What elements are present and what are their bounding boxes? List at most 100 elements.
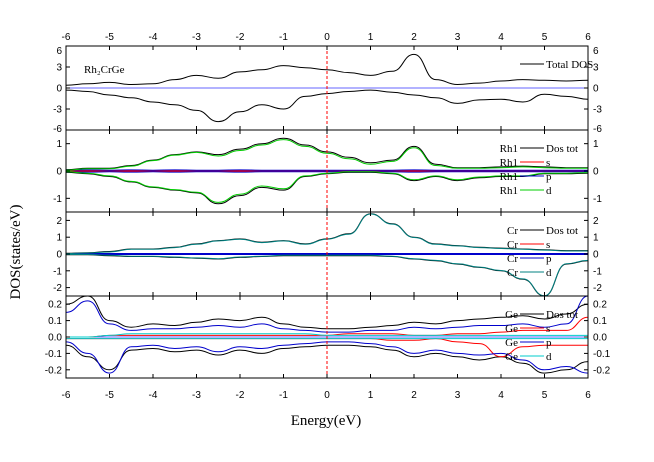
- y-tick-label-right: 1: [593, 139, 599, 150]
- legend-atom: Rh1: [500, 157, 518, 169]
- x-tick-label-bottom: -2: [236, 390, 245, 401]
- y-tick-label-right: 0.1: [593, 316, 607, 327]
- series-d-down: [66, 171, 588, 203]
- x-tick-label-bottom: -6: [62, 390, 71, 401]
- legend-atom: Cr: [507, 239, 518, 251]
- y-tick-label-right: 0.0: [593, 333, 607, 344]
- y-tick-label-right: 0: [593, 250, 599, 261]
- y-tick-label-left: 0.1: [48, 316, 62, 327]
- x-tick-label-top: 1: [368, 32, 374, 43]
- dos-panels: 6 6 3 3 0 0 -3 -3 -6 -6 Rh₂CrGe Total DOS 1 1 0 0 -1 -1 Rh…: [45, 45, 611, 379]
- panel-ge: 0.2 0.2 0.1 0.1 0.0 0.0 -0.1 -0.1 -0.2 -0.2 Ge Dos …: [45, 295, 611, 379]
- legend-label: p: [546, 253, 552, 265]
- y-tick-label-left: 0.2: [48, 300, 62, 311]
- legend-label: s: [546, 157, 550, 169]
- y-tick-label-left: 2: [56, 216, 62, 227]
- y-tick-label-left: 0.0: [48, 333, 62, 344]
- x-axis-label: Energy(eV): [291, 413, 362, 429]
- x-tick-label-top: -2: [236, 32, 245, 43]
- y-tick-label-right: -3: [593, 105, 602, 116]
- y-tick-label-left: 1: [56, 233, 62, 244]
- y-tick-label-left: -0.1: [45, 349, 63, 360]
- legend-label: d: [546, 351, 552, 363]
- y-tick-label-right: -1: [593, 194, 602, 205]
- panel-total: 6 6 3 3 0 0 -3 -3 -6 -6 Rh₂CrGe Total DOS: [53, 45, 602, 135]
- x-tick-label-top: -1: [279, 32, 288, 43]
- x-tick-label-bottom: 0: [324, 390, 330, 401]
- x-tick-label-bottom: 4: [498, 390, 504, 401]
- legend-atom: Ge: [505, 323, 518, 335]
- y-tick-label-left: 0: [56, 167, 62, 178]
- y-tick-label-right: 0.2: [593, 300, 607, 311]
- x-tick-label-bottom: -5: [105, 390, 114, 401]
- y-tick-label-right: 1: [593, 233, 599, 244]
- x-tick-label-top: 3: [455, 32, 461, 43]
- legend-label: Dos tot: [546, 225, 578, 237]
- compound-annotation: Rh₂CrGe: [84, 64, 125, 76]
- legend-label: Dos tot: [546, 309, 578, 321]
- x-tick-label-top: 5: [542, 32, 548, 43]
- series-d-up: [66, 139, 588, 171]
- y-axis-label: DOS(states/eV): [8, 205, 24, 300]
- panel-rh: 1 1 0 0 -1 -1 Rh1 Dos tot Rh1 s Rh1 p Rh1 d: [53, 129, 602, 213]
- y-tick-label-right: 0: [593, 84, 599, 95]
- x-tick-label-top: -4: [149, 32, 158, 43]
- y-tick-label-left: 1: [56, 139, 62, 150]
- x-tick-label-top: -6: [62, 32, 71, 43]
- y-tick-label-right: 0: [593, 167, 599, 178]
- x-tick-label-bottom: -3: [192, 390, 201, 401]
- y-tick-label-right: 3: [593, 63, 599, 74]
- x-tick-label-bottom: 5: [542, 390, 548, 401]
- y-tick-label-left: -1: [53, 266, 62, 277]
- legend-atom: Rh1: [500, 143, 518, 155]
- x-tick-label-bottom: -1: [279, 390, 288, 401]
- x-tick-label-bottom: 1: [368, 390, 374, 401]
- x-tick-label-bottom: 2: [411, 390, 417, 401]
- y-tick-label-right: -2: [593, 283, 602, 294]
- legend-label: s: [546, 323, 550, 335]
- legend-atom: Rh1: [500, 185, 518, 197]
- x-tick-label-top: 6: [585, 32, 591, 43]
- legend-atom: Cr: [507, 225, 518, 237]
- x-tick-label-bottom: -4: [149, 390, 158, 401]
- y-tick-label-left: 0: [56, 84, 62, 95]
- y-tick-label-left: 0: [56, 250, 62, 261]
- y-tick-label-left: 6: [56, 46, 62, 57]
- legend-label: s: [546, 239, 550, 251]
- y-tick-label-right: 6: [593, 46, 599, 57]
- legend-atom: Ge: [505, 351, 518, 363]
- legend-atom: Cr: [507, 267, 518, 279]
- legend-label: d: [546, 185, 552, 197]
- series-d-down: [66, 254, 588, 296]
- y-tick-label-right: -0.1: [593, 349, 611, 360]
- y-tick-label-right: -0.2: [593, 365, 611, 376]
- legend-label: d: [546, 267, 552, 279]
- legend-label: p: [546, 171, 552, 183]
- series-total-dos-up: [66, 53, 588, 86]
- x-tick-label-top: -5: [105, 32, 114, 43]
- legend-label: p: [546, 337, 552, 349]
- legend-label: Dos tot: [546, 143, 578, 155]
- y-tick-label-right: 2: [593, 216, 599, 227]
- panel-cr: 2 2 1 1 0 0 -1 -1 -2 -2 Cr Dos tot Cr s Cr p Cr d: [53, 211, 602, 297]
- y-tick-label-left: -3: [53, 105, 62, 116]
- tick-labels: -6 -6 -5 -5 -4 -4 -3 -3 -2 -2 -1 -1 0 0 1 1 2 2 3 3 4 4 5 5 6 6: [62, 32, 592, 401]
- legend-atom: Rh1: [500, 171, 518, 183]
- legend-atom: Ge: [505, 309, 518, 321]
- y-tick-label-left: -0.2: [45, 365, 63, 376]
- y-tick-label-left: 3: [56, 63, 62, 74]
- x-tick-label-top: 2: [411, 32, 417, 43]
- x-tick-label-bottom: 6: [585, 390, 591, 401]
- series-d-up: [66, 333, 588, 338]
- x-tick-label-top: 4: [498, 32, 504, 43]
- y-tick-label-left: -1: [53, 194, 62, 205]
- y-tick-label-left: -2: [53, 283, 62, 294]
- x-tick-label-top: 0: [324, 32, 330, 43]
- y-tick-label-right: -6: [593, 124, 602, 135]
- legend-label: Total DOS: [546, 59, 593, 71]
- legend-atom: Cr: [507, 253, 518, 265]
- y-tick-label-right: -1: [593, 266, 602, 277]
- y-tick-label-left: -6: [53, 124, 62, 135]
- x-tick-label-bottom: 3: [455, 390, 461, 401]
